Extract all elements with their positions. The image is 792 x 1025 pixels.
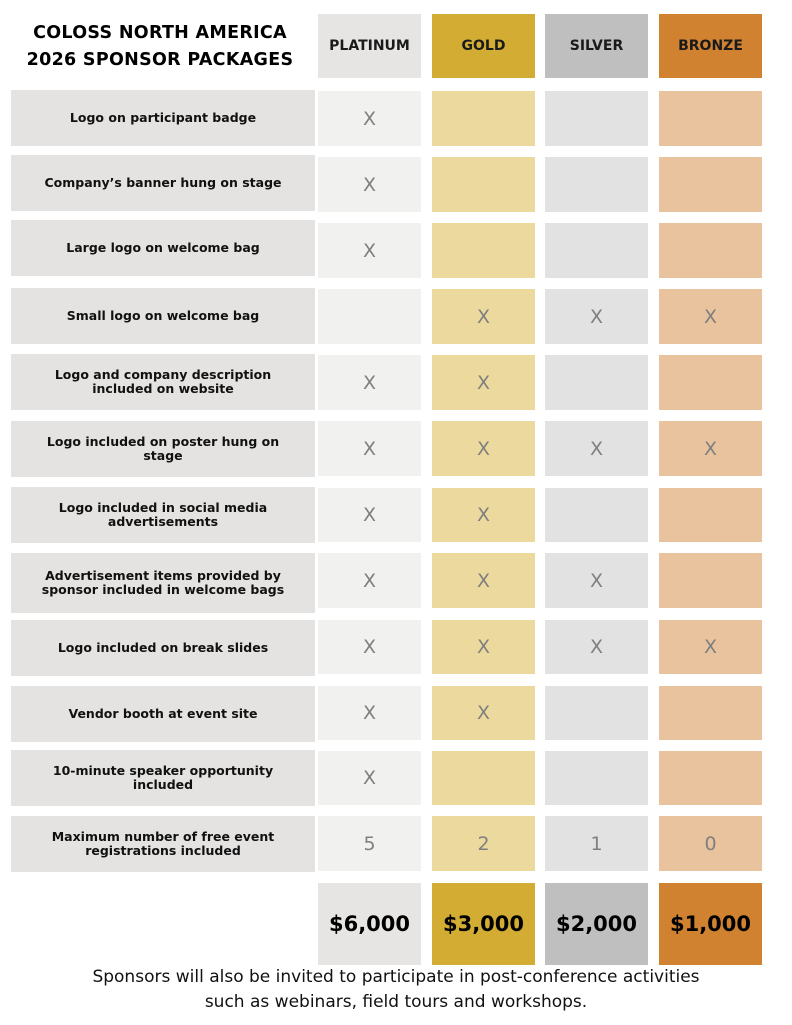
- feature-label: Maximum number of free event registratio…: [11, 816, 315, 872]
- price-silver: $2,000: [545, 883, 648, 965]
- price-bronze: $1,000: [659, 883, 762, 965]
- tier-cell-platinum: [318, 289, 421, 344]
- feature-label: Small logo on welcome bag: [11, 288, 315, 344]
- tier-cell-gold: [432, 751, 535, 805]
- feature-label: Logo included on poster hung on stage: [11, 421, 315, 477]
- tier-header-platinum: PLATINUM: [318, 14, 421, 78]
- tier-header-bronze: BRONZE: [659, 14, 762, 78]
- tier-cell-platinum: X: [318, 686, 421, 740]
- tier-cell-bronze: X: [659, 289, 762, 344]
- tier-cell-gold: X: [432, 488, 535, 542]
- tier-cell-platinum: X: [318, 91, 421, 146]
- tier-cell-platinum: X: [318, 751, 421, 805]
- tier-cell-platinum: X: [318, 355, 421, 410]
- tier-cell-platinum: X: [318, 620, 421, 674]
- tier-cell-gold: [432, 223, 535, 278]
- title-line-2: 2026 SPONSOR PACKAGES: [26, 50, 294, 70]
- tier-cell-silver: [545, 686, 648, 740]
- tier-cell-silver: X: [545, 289, 648, 344]
- footnote: Sponsors will also be invited to partici…: [92, 967, 700, 1012]
- feature-label: Large logo on welcome bag: [11, 220, 315, 276]
- tier-cell-gold: [432, 91, 535, 146]
- tier-cell-platinum: X: [318, 157, 421, 212]
- tier-cell-gold: X: [432, 421, 535, 476]
- price-platinum: $6,000: [318, 883, 421, 965]
- tier-cell-gold: 2: [432, 816, 535, 871]
- tier-cell-silver: [545, 91, 648, 146]
- tier-cell-silver: 1: [545, 816, 648, 871]
- feature-label: Logo included on break slides: [11, 620, 315, 676]
- tier-cell-silver: [545, 355, 648, 410]
- feature-label: Company’s banner hung on stage: [11, 155, 315, 211]
- tier-cell-silver: X: [545, 421, 648, 476]
- tier-cell-platinum: X: [318, 421, 421, 476]
- tier-cell-bronze: X: [659, 421, 762, 476]
- tier-cell-bronze: 0: [659, 816, 762, 871]
- tier-cell-gold: X: [432, 355, 535, 410]
- tier-cell-silver: [545, 751, 648, 805]
- tier-cell-gold: [432, 157, 535, 212]
- tier-cell-bronze: [659, 686, 762, 740]
- tier-cell-platinum: X: [318, 553, 421, 608]
- tier-cell-bronze: X: [659, 620, 762, 674]
- feature-label: Vendor booth at event site: [11, 686, 315, 742]
- tier-header-gold: GOLD: [432, 14, 535, 78]
- tier-cell-gold: X: [432, 686, 535, 740]
- tier-cell-gold: X: [432, 553, 535, 608]
- tier-cell-silver: [545, 223, 648, 278]
- tier-cell-platinum: X: [318, 488, 421, 542]
- price-gold: $3,000: [432, 883, 535, 965]
- feature-label: Advertisement items provided by sponsor …: [11, 553, 315, 613]
- tier-cell-bronze: [659, 355, 762, 410]
- page-title: COLOSS NORTH AMERICA 2026 SPONSOR PACKAG…: [4, 20, 316, 74]
- tier-cell-bronze: [659, 751, 762, 805]
- tier-cell-bronze: [659, 157, 762, 212]
- tier-cell-bronze: [659, 91, 762, 146]
- tier-cell-silver: X: [545, 620, 648, 674]
- feature-label: Logo and company description included on…: [11, 354, 315, 410]
- tier-cell-silver: X: [545, 553, 648, 608]
- tier-cell-platinum: X: [318, 223, 421, 278]
- tier-header-silver: SILVER: [545, 14, 648, 78]
- tier-cell-gold: X: [432, 620, 535, 674]
- tier-cell-gold: X: [432, 289, 535, 344]
- tier-cell-platinum: 5: [318, 816, 421, 871]
- feature-label: Logo included in social media advertisem…: [11, 487, 315, 543]
- tier-cell-silver: [545, 157, 648, 212]
- tier-cell-bronze: [659, 223, 762, 278]
- tier-cell-bronze: [659, 488, 762, 542]
- title-line-1: COLOSS NORTH AMERICA: [33, 23, 287, 43]
- tier-cell-bronze: [659, 553, 762, 608]
- feature-label: Logo on participant badge: [11, 90, 315, 146]
- tier-cell-silver: [545, 488, 648, 542]
- feature-label: 10-minute speaker opportunity included: [11, 750, 315, 806]
